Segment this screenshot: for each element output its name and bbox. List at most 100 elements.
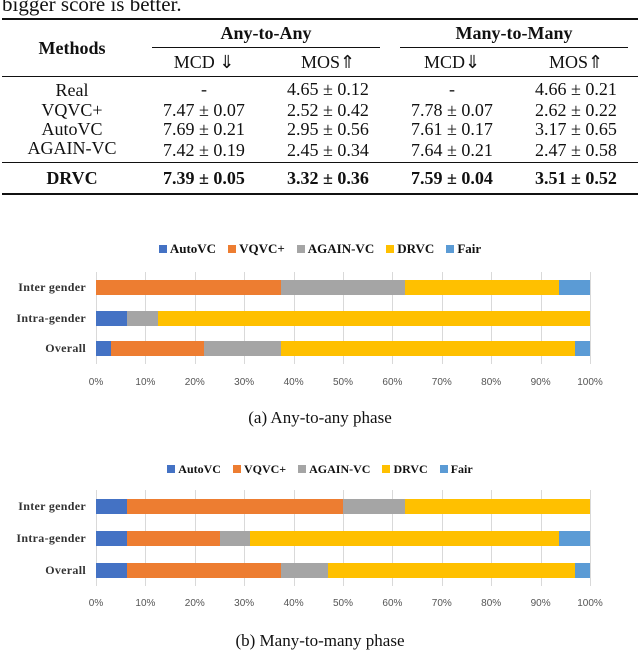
x-tick-label: 50% bbox=[332, 598, 354, 609]
bar-segment bbox=[327, 562, 575, 578]
value-cell: 3.32 ± 0.36 bbox=[287, 167, 369, 188]
value-cell: 7.59 ± 0.04 bbox=[411, 167, 493, 188]
bar-segment bbox=[96, 341, 112, 357]
legend-swatch-icon bbox=[167, 465, 176, 473]
legend-label: AutoVC bbox=[178, 462, 221, 476]
table-row-highlight: DRVC 7.39 ± 0.05 3.32 ± 0.36 7.59 ± 0.04… bbox=[2, 162, 638, 194]
legend-label: VQVC+ bbox=[239, 241, 285, 256]
legend-swatch-icon bbox=[439, 465, 448, 473]
stacked-bar bbox=[96, 341, 590, 357]
chart-many-to-many: AutoVC VQVC+ AGAIN-VC DRVC Fair 0% 10% 20% 30% 4… bbox=[0, 462, 640, 652]
category-label: Intra-gender bbox=[16, 310, 86, 325]
bar-segment bbox=[96, 562, 127, 578]
value-cell: 7.39 ± 0.05 bbox=[163, 167, 245, 188]
table-row: AGAIN-VC 7.42 ± 0.19 2.45 ± 0.34 7.64 ± … bbox=[2, 139, 638, 163]
x-tick-label: 50% bbox=[332, 377, 354, 388]
bar-segment bbox=[574, 341, 590, 357]
bar-segment bbox=[281, 279, 405, 295]
bar-segment bbox=[281, 562, 328, 578]
value-cell: 3.51 ± 0.52 bbox=[535, 167, 617, 188]
x-tick-label: 0% bbox=[88, 377, 104, 388]
bar-segment bbox=[404, 498, 590, 514]
bar-segment bbox=[96, 279, 282, 295]
value-cell: 7.47 ± 0.07 bbox=[163, 100, 245, 120]
legend-item: AGAIN-VC bbox=[298, 462, 370, 477]
category-label: Inter gender bbox=[18, 279, 86, 294]
x-tick-label: 10% bbox=[135, 598, 156, 609]
legend-item: Fair bbox=[446, 241, 481, 257]
x-tick-label: 70% bbox=[431, 377, 452, 388]
bar-segment bbox=[219, 530, 251, 546]
bar-segment bbox=[111, 341, 205, 357]
x-tick-label: 30% bbox=[234, 598, 255, 609]
x-tick-label: 10% bbox=[135, 377, 156, 388]
value-cell: - bbox=[449, 78, 455, 99]
chart-any-to-any: AutoVC VQVC+ AGAIN-VC DRVC Fair 0% 10% 20% 30% 4… bbox=[0, 241, 640, 427]
bar-segment bbox=[96, 310, 127, 326]
legend-swatch-icon bbox=[158, 245, 167, 253]
x-tick-label: 0% bbox=[88, 598, 104, 609]
value-cell: - bbox=[201, 78, 207, 99]
value-cell: 2.62 ± 0.22 bbox=[535, 100, 617, 120]
value-cell: 2.52 ± 0.42 bbox=[287, 100, 369, 120]
category-label: Overall bbox=[45, 341, 86, 356]
category-label: Overall bbox=[45, 562, 86, 577]
legend-swatch-icon bbox=[228, 245, 237, 253]
legend-item: DRVC bbox=[382, 462, 428, 477]
chart-legend: AutoVC VQVC+ AGAIN-VC DRVC Fair bbox=[0, 241, 640, 257]
plot-area bbox=[96, 490, 591, 586]
subheader-mos-many: MOS⇑ bbox=[548, 51, 604, 72]
x-tick-label: 40% bbox=[283, 598, 304, 609]
value-cell: 7.78 ± 0.07 bbox=[411, 100, 493, 120]
bar-segment bbox=[404, 279, 560, 295]
legend-label: VQVC+ bbox=[243, 462, 287, 476]
x-tick-label: 20% bbox=[184, 377, 205, 388]
stacked-bar bbox=[96, 498, 590, 514]
legend-label: Fair bbox=[450, 462, 473, 476]
bar-segment bbox=[343, 498, 405, 514]
legend-swatch-icon bbox=[296, 245, 305, 253]
table-row: Real - 4.65 ± 0.12 - 4.66 ± 0.21 bbox=[2, 76, 638, 102]
gridline bbox=[590, 272, 591, 364]
x-tick-label: 90% bbox=[530, 598, 551, 609]
figure-caption: (b) Many-to-many phase bbox=[235, 631, 405, 650]
bar-segment bbox=[559, 530, 590, 546]
plot-area bbox=[96, 272, 591, 364]
bar-segment bbox=[126, 498, 343, 514]
group-header-any-to-any: Any-to-Any bbox=[142, 19, 390, 48]
table-row: AutoVC 7.69 ± 0.21 2.95 ± 0.56 7.61 ± 0.… bbox=[2, 120, 638, 139]
method-cell: AGAIN-VC bbox=[27, 138, 117, 158]
legend-swatch-icon bbox=[298, 465, 307, 473]
legend-label: DRVC bbox=[393, 462, 428, 476]
methods-header: Methods bbox=[38, 37, 106, 58]
bar-segment bbox=[96, 530, 127, 546]
x-tick-label: 100% bbox=[577, 377, 603, 388]
stacked-bar bbox=[96, 562, 590, 578]
method-cell: DRVC bbox=[46, 167, 98, 188]
figure-caption: (a) Any-to-any phase bbox=[248, 408, 392, 427]
bar-segment bbox=[281, 341, 575, 357]
legend-swatch-icon bbox=[232, 465, 241, 473]
value-cell: 7.64 ± 0.21 bbox=[411, 140, 493, 160]
bar-segment bbox=[574, 562, 590, 578]
bar-segment bbox=[204, 341, 282, 357]
subheader-mcd-many: MCD⇓ bbox=[423, 51, 481, 72]
subheader-mos-any: MOS⇑ bbox=[300, 51, 356, 72]
value-cell: 2.45 ± 0.34 bbox=[287, 140, 369, 160]
x-tick-label: 80% bbox=[481, 598, 502, 609]
legend-label: Fair bbox=[457, 241, 482, 256]
legend-item: DRVC bbox=[386, 241, 434, 257]
value-cell: 2.95 ± 0.56 bbox=[287, 119, 369, 139]
category-label: Inter gender bbox=[18, 498, 86, 513]
legend-item: AutoVC bbox=[158, 241, 216, 257]
legend-item: VQVC+ bbox=[232, 462, 287, 477]
value-cell: 3.17 ± 0.65 bbox=[535, 119, 617, 139]
stacked-bar bbox=[96, 279, 590, 295]
legend-item: AutoVC bbox=[167, 462, 221, 477]
chart-legend: AutoVC VQVC+ AGAIN-VC DRVC Fair bbox=[0, 462, 640, 477]
bar-segment bbox=[559, 279, 590, 295]
x-tick-label: 80% bbox=[481, 377, 502, 388]
results-table: Methods Any-to-Any Many-to-Many MCD ⇓ MO… bbox=[2, 18, 638, 195]
bar-segment bbox=[96, 498, 127, 514]
method-cell: AutoVC bbox=[41, 119, 103, 139]
